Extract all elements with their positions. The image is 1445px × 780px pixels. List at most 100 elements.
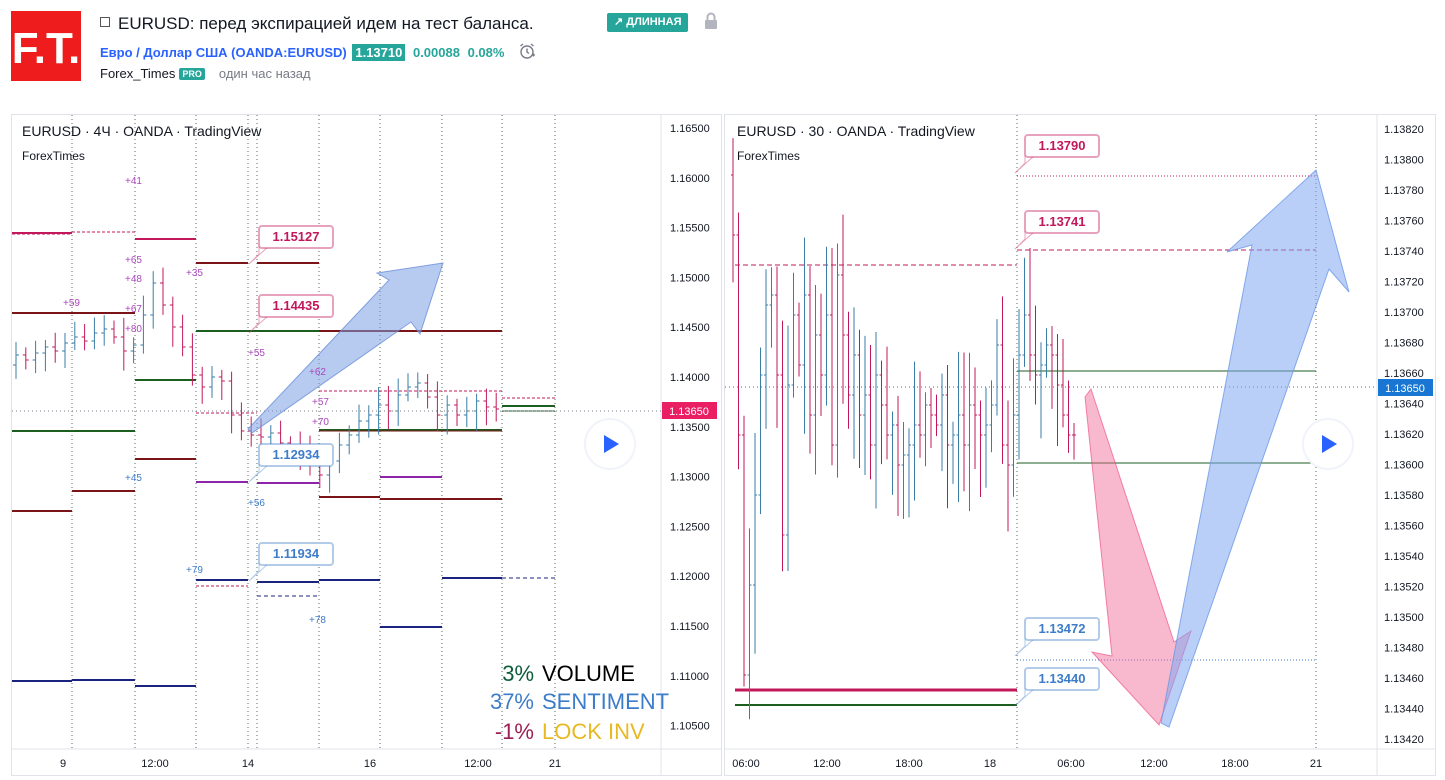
- callout-pointer: [1014, 230, 1036, 250]
- price-tick: 1.13800: [1384, 155, 1424, 167]
- price-tick: 1.12500: [670, 521, 710, 533]
- up-arrow-drawing[interactable]: [247, 262, 444, 434]
- price-tick: 1.16000: [670, 173, 710, 185]
- time-tick: 12:00: [464, 758, 492, 770]
- callout-price: 1.15127: [273, 229, 320, 244]
- price-callouts[interactable]: 1.15127 1.14435 1.12934 1.11934: [248, 225, 334, 582]
- candles: [731, 138, 1076, 720]
- level-marker: +56: [248, 498, 265, 509]
- price-tick: 1.13820: [1384, 124, 1424, 136]
- price-axis[interactable]: [661, 115, 721, 775]
- price-tick: 1.13600: [1384, 460, 1424, 472]
- price-tick: 1.13480: [1384, 643, 1424, 655]
- time-tick: 12:00: [813, 758, 841, 770]
- logo-text: F.T.: [12, 24, 80, 73]
- publish-time: один час назад: [218, 66, 311, 81]
- callout-box: [1024, 617, 1100, 641]
- level-marker: +45: [125, 473, 142, 484]
- callout-pointer: [1014, 687, 1036, 707]
- direction-badge: ↗ ДЛИННАЯ: [607, 13, 689, 32]
- price-tick: 1.13000: [670, 472, 710, 484]
- author-row: Forex_Times PRO один час назад: [100, 66, 311, 81]
- price-tick: 1.13780: [1384, 185, 1424, 197]
- time-tick: 21: [549, 758, 561, 770]
- stats-panel: 3% VOLUME 37% SENTIMENT -1% LOCK INV: [490, 661, 669, 744]
- play-icon: [604, 435, 619, 453]
- price-tick: 1.13500: [670, 422, 710, 434]
- chart-30m[interactable]: 1.13790 1.13741 1.13472 1.13440 EURUSD · 30…: [724, 114, 1436, 776]
- price-tick: 1.14000: [670, 372, 710, 384]
- author-logo[interactable]: F.T.: [11, 11, 81, 81]
- level-marker: +57: [312, 397, 329, 408]
- callout-box: [258, 542, 334, 566]
- price-change: 0.00088: [412, 45, 460, 60]
- current-price-label-bg: [1378, 379, 1433, 396]
- price-axis[interactable]: [1377, 115, 1435, 775]
- level-markers: +41 +65 +48 +59 +67 +80 +35 +55 +62 +57 +70 +45 +56 +…: [63, 176, 329, 626]
- price-tick: 1.11000: [670, 671, 709, 683]
- price-tick: 1.13640: [1384, 399, 1424, 411]
- last-price: 1.13710: [352, 44, 406, 61]
- callout-price: 1.13741: [1039, 214, 1086, 229]
- level-lines: [12, 231, 555, 687]
- callout-price: 1.13790: [1039, 138, 1086, 153]
- time-tick: 12:00: [141, 758, 169, 770]
- chart-4h-canvas[interactable]: 1.15127 1.14435 1.12934 1.11934 +41 +65 +48 +5…: [12, 115, 721, 775]
- chart-watermark: ForexTimes: [22, 149, 85, 163]
- chart-30m-canvas[interactable]: 1.13790 1.13741 1.13472 1.13440 EURUSD · 30…: [725, 115, 1435, 775]
- stat-sentiment-label: SENTIMENT: [542, 689, 669, 714]
- callout-box: [1024, 134, 1100, 158]
- play-button[interactable]: [1302, 418, 1354, 470]
- callout-box: [258, 294, 334, 318]
- time-tick: 18: [984, 758, 996, 770]
- alarm-clock-icon[interactable]: [518, 42, 536, 63]
- price-tick: 1.13560: [1384, 521, 1424, 533]
- session-separators: [71, 115, 556, 749]
- callout-price: 1.12934: [273, 447, 321, 462]
- time-tick: 21: [1310, 758, 1322, 770]
- price-tick: 1.13540: [1384, 551, 1424, 563]
- callout-price: 1.13440: [1039, 671, 1086, 686]
- price-tick: 1.16500: [670, 123, 710, 135]
- time-tick: 06:00: [1057, 758, 1085, 770]
- level-marker: +65: [125, 255, 142, 266]
- callout-price: 1.14435: [273, 298, 320, 313]
- callout-pointer: [1014, 637, 1036, 657]
- price-tick: 1.13420: [1384, 734, 1424, 746]
- price-callouts[interactable]: 1.13790 1.13741 1.13472 1.13440: [1014, 134, 1100, 707]
- price-tick: 1.12000: [670, 571, 710, 583]
- play-button[interactable]: [584, 418, 636, 470]
- price-tick: 1.13700: [1384, 307, 1424, 319]
- level-marker: +80: [125, 324, 142, 335]
- play-icon: [1322, 435, 1337, 453]
- callout-box: [258, 443, 334, 467]
- chart-legend[interactable]: EURUSD · 30 · OANDA · TradingView: [737, 123, 976, 139]
- callout-pointer: [248, 562, 270, 582]
- symbol-link[interactable]: Евро / Доллар США (OANDA:EURUSD): [100, 45, 347, 60]
- price-tick: 1.13740: [1384, 246, 1424, 258]
- level-marker: +67: [125, 304, 142, 315]
- stat-sentiment-value: 37%: [490, 689, 534, 714]
- time-tick: 9: [60, 758, 66, 770]
- callout-box: [1024, 210, 1100, 234]
- time-tick: 06:00: [732, 758, 760, 770]
- time-tick: 16: [364, 758, 376, 770]
- chart-legend[interactable]: EURUSD · 4Ч · OANDA · TradingView: [22, 123, 262, 139]
- price-tick: 1.13620: [1384, 429, 1424, 441]
- level-marker: +48: [125, 274, 142, 285]
- author-name[interactable]: Forex_Times: [100, 66, 176, 81]
- time-tick: 18:00: [1221, 758, 1249, 770]
- price-tick: 1.10500: [670, 721, 710, 733]
- callout-price: 1.11934: [273, 546, 320, 561]
- price-tick: 1.13660: [1384, 368, 1424, 380]
- pro-badge: PRO: [179, 68, 205, 80]
- chart-watermark: ForexTimes: [737, 149, 800, 163]
- price-tick: 1.13760: [1384, 216, 1424, 228]
- price-tick: 1.13460: [1384, 673, 1424, 685]
- price-tick: 1.13680: [1384, 338, 1424, 350]
- idea-title: EURUSD: перед экспирацией идем на тест б…: [100, 14, 534, 34]
- chart-4h[interactable]: 1.15127 1.14435 1.12934 1.11934 +41 +65 +48 +5…: [11, 114, 722, 776]
- current-price-label-bg: [662, 402, 717, 419]
- up-arrow-drawing[interactable]: [1160, 169, 1350, 728]
- current-price-label: 1.13650: [669, 406, 709, 418]
